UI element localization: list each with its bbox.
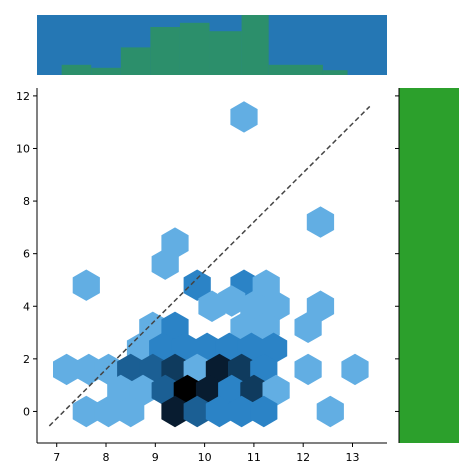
y-tick-label: 8 <box>23 195 30 208</box>
hexbin-cell <box>183 269 211 301</box>
hexbin-cell <box>129 374 157 407</box>
hexbin-cell <box>294 311 322 343</box>
hexbin-cell <box>161 395 189 428</box>
marginal-top-bar <box>91 67 121 75</box>
hexbin-cell <box>205 395 233 428</box>
hexbin-cell <box>117 395 145 428</box>
y-tick-label: 10 <box>16 142 30 155</box>
hexbin-cell <box>230 101 258 133</box>
hexbin-cell <box>316 395 344 428</box>
hexbin-cell <box>151 248 179 280</box>
marginal-top-bars <box>61 15 348 75</box>
hexbin-cell <box>306 290 335 322</box>
marginal-top-bar <box>120 47 151 75</box>
x-tick-label: 10 <box>198 451 212 464</box>
x-tick-label: 11 <box>247 451 261 464</box>
y-tick-label: 6 <box>23 248 30 261</box>
x-tick-label: 7 <box>53 451 60 464</box>
hexbin-cell <box>72 269 100 301</box>
y-tick-label: 4 <box>23 300 30 313</box>
hexbin-cell <box>183 395 211 428</box>
hexbin-cell <box>94 353 123 386</box>
hexbin-cell <box>294 353 322 386</box>
hexbin-cell <box>94 395 123 428</box>
y-tick-label: 2 <box>23 353 30 366</box>
marginal-right-bar <box>399 88 459 443</box>
y-tick-label: 0 <box>23 405 30 418</box>
y-tick-label: 12 <box>16 90 30 103</box>
marginal-top-bar <box>268 64 323 75</box>
marginal-right-panel <box>399 88 459 443</box>
x-tick-label: 13 <box>345 451 359 464</box>
marginal-top-bar <box>179 22 210 75</box>
hexbin-cell <box>228 395 256 428</box>
hexbin-layer <box>53 101 369 428</box>
marginal-right-ticks <box>395 95 399 412</box>
marginal-top-bar <box>322 70 348 75</box>
marginal-top-panel <box>37 15 387 75</box>
hexbin-cell <box>72 395 100 428</box>
x-tick-label: 8 <box>103 451 110 464</box>
hexbin-cell <box>250 395 278 428</box>
hexbin-cell <box>341 353 369 386</box>
x-tick-label: 12 <box>296 451 310 464</box>
y-axis-ticks: 0 2 4 6 8 10 12 <box>16 90 37 418</box>
x-axis-ticks: 7 8 9 10 11 12 13 <box>53 443 359 464</box>
marginal-top-bar <box>150 27 180 75</box>
reference-line <box>48 105 371 427</box>
hexbin-cell <box>262 374 290 407</box>
marginal-top-bar <box>61 64 92 75</box>
marginal-top-bar <box>241 15 269 75</box>
hexbin-cell <box>218 285 246 317</box>
hexbin-cell <box>53 353 81 386</box>
marginal-top-bar <box>209 31 242 75</box>
x-tick-label: 9 <box>152 451 159 464</box>
hexbin-cell <box>306 206 335 238</box>
joint-axes: 7 8 9 10 11 12 13 0 2 4 6 8 10 12 <box>16 88 400 464</box>
